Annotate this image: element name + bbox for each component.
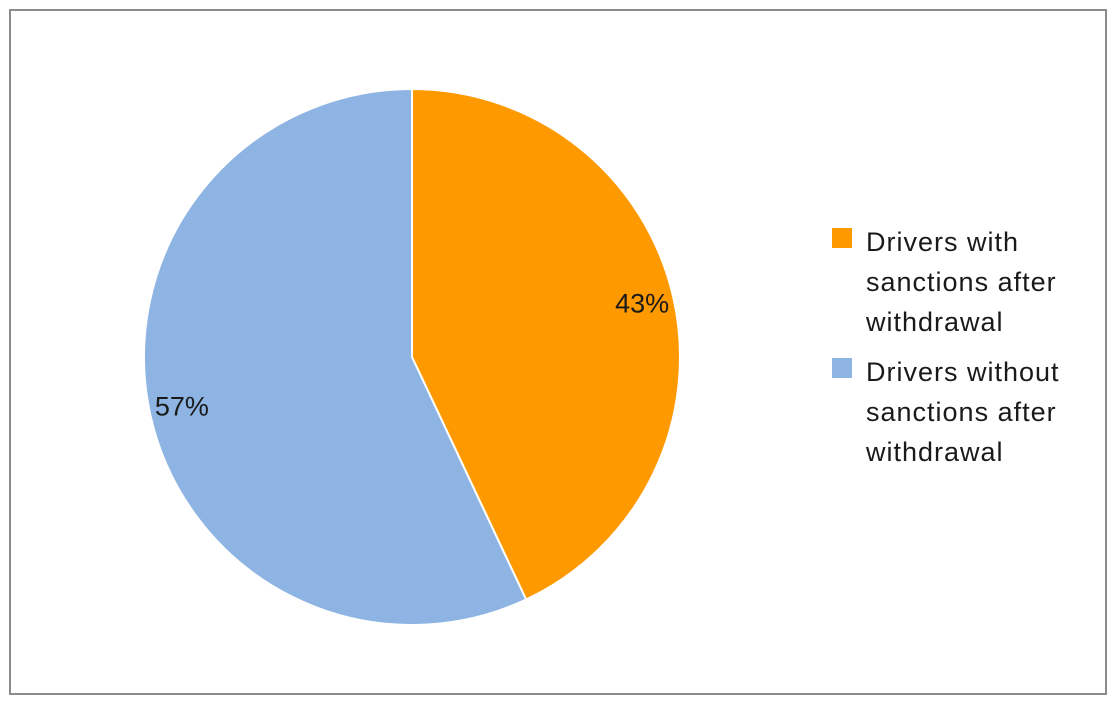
legend-swatch-with-sanctions (832, 228, 852, 248)
pie-slice-1 (143, 87, 528, 626)
legend-label-with-sanctions: Drivers with sanctions after withdrawal (866, 227, 1057, 337)
pie-data-labels: 43% 57% (155, 289, 669, 422)
legend-item-with-sanctions: Drivers with sanctions after withdrawal (832, 222, 1102, 342)
pie-slices (143, 87, 681, 626)
pie-slice-0 (411, 87, 681, 601)
legend-label-without-sanctions: Drivers without sanctions after withdraw… (866, 357, 1060, 467)
legend: Drivers with sanctions after withdrawal … (832, 222, 1102, 482)
data-label-0: 43% (615, 289, 669, 319)
legend-swatch-without-sanctions (832, 358, 852, 378)
legend-item-without-sanctions: Drivers without sanctions after withdraw… (832, 352, 1102, 472)
data-label-1: 57% (155, 392, 209, 422)
